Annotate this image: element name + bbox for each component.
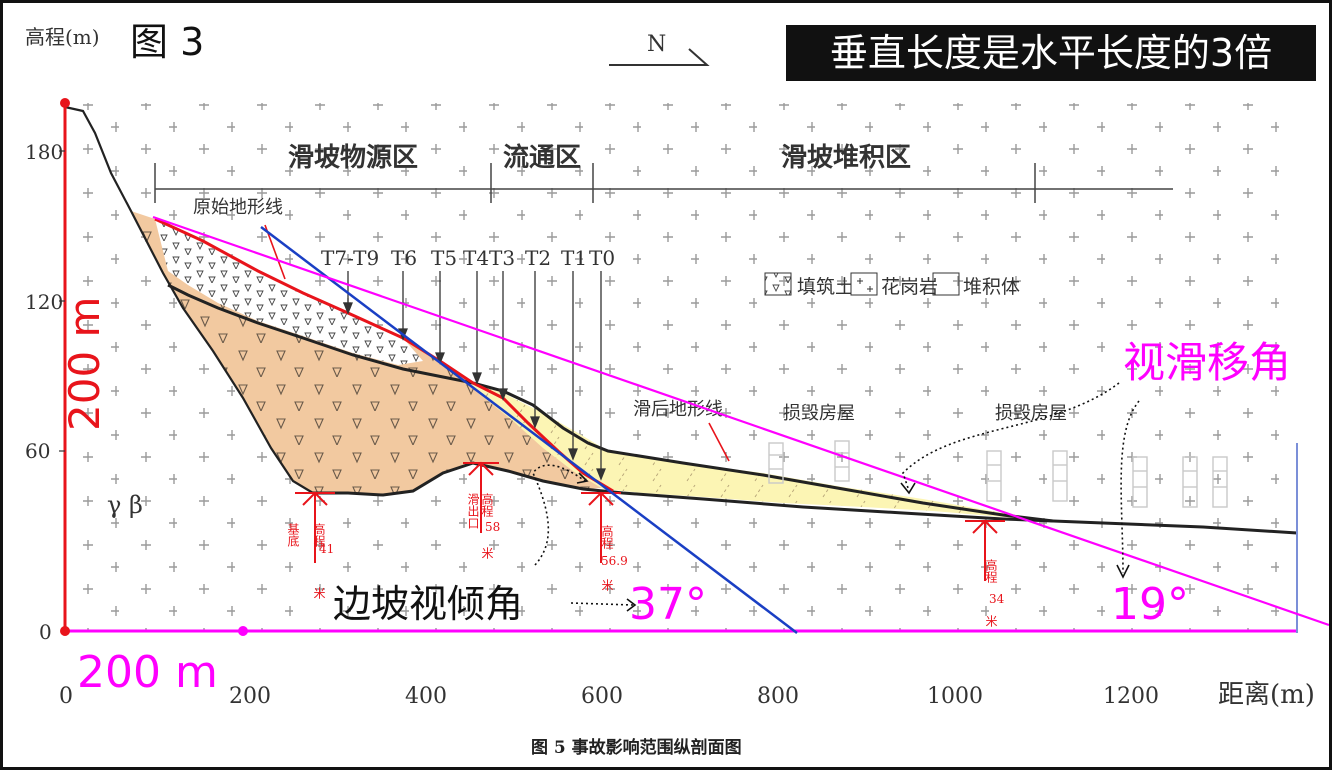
angle-37-label: 37° <box>629 579 707 630</box>
figure-caption: 图 5 事故影响范围纵剖面图 <box>531 737 742 758</box>
legend-fill-soil: 填筑土 <box>797 276 854 298</box>
base-elev-text: 基底 <box>286 523 300 548</box>
left-slope-line <box>64 105 314 494</box>
zone-source: 滑坡物源区 <box>288 143 418 173</box>
toe-elev-text: 米 <box>600 579 614 591</box>
profile-diagram: 180 120 60 0 0 200 400 600 800 1000 1200… <box>25 32 1329 758</box>
legend-granite: 花岗岩 <box>881 276 938 298</box>
terrace-label: T5 <box>431 246 457 270</box>
terrace-label: T3 <box>489 246 515 270</box>
x-axis-label: 距离(m) <box>1218 680 1315 710</box>
legend: 填筑土 花岗岩 堆积体 <box>764 272 1020 298</box>
x-tick: 600 <box>581 684 623 709</box>
terrace-label: T6 <box>391 246 417 270</box>
base-elev-text: 41 <box>319 542 334 556</box>
figure-number: 图 3 <box>130 20 205 64</box>
x-tick: 0 <box>59 684 73 709</box>
terrace-label: T2 <box>525 246 551 270</box>
zone-bar <box>154 163 1173 203</box>
original-terrain-label: 原始地形线 <box>193 197 283 218</box>
terrace-labels: T7-T9 T6 T5 T4 T3 T2 T1 T0 <box>321 246 615 270</box>
vertical-scale-label: 200 m <box>60 297 109 431</box>
far-elev-text: 34 <box>989 592 1005 606</box>
terrace-label: T7-T9 <box>321 246 379 270</box>
apparent-slope-line <box>260 226 798 634</box>
damaged-house-label: 损毁房屋 <box>783 403 855 424</box>
terrace-label: T1 <box>561 246 587 270</box>
north-arrow-icon <box>609 48 710 66</box>
x-axis-ticks: 0 200 400 600 800 1000 1200 <box>59 684 1159 709</box>
banner-note: 垂直长度是水平长度的3倍 <box>786 25 1316 81</box>
far-elev-text: 米 <box>984 615 998 627</box>
zone-accumulation: 滑坡堆积区 <box>781 143 911 173</box>
horizontal-scale-label: 200 m <box>77 647 218 698</box>
post-slide-terrain-line <box>167 283 1054 523</box>
toe-elev-text: 高程 <box>600 524 614 550</box>
angle-19-label: 19° <box>1111 579 1189 630</box>
x-tick: 800 <box>757 684 799 709</box>
post-slide-terrain-label: 滑后地形线 <box>633 399 723 420</box>
damaged-house-label: 损毁房屋 <box>995 403 1067 424</box>
north-label: N <box>647 32 666 57</box>
base-elev-text: 高程 <box>312 522 326 548</box>
y-tick: 0 <box>39 620 52 644</box>
x-tick: 200 <box>229 684 271 709</box>
far-elev-text: 高程 <box>984 558 998 584</box>
apparent-slope-angle-label: 边坡视倾角 <box>333 582 523 626</box>
exit-elev-text: 高程 <box>480 492 494 518</box>
terrace-label: T4 <box>463 246 489 270</box>
zone-flow: 流通区 <box>503 143 581 173</box>
terrace-label: T0 <box>589 246 615 270</box>
house-icons <box>768 440 1228 508</box>
base-elev-text: 米 <box>312 587 326 599</box>
exit-elev-text: 滑出口 <box>466 493 480 529</box>
elevation-markers <box>295 461 1005 581</box>
y-tick: 60 <box>25 439 50 463</box>
x-tick: 1200 <box>1103 684 1159 709</box>
rock-code-label: γ β <box>107 491 143 519</box>
apparent-slide-angle-label: 视滑移角 <box>1123 338 1291 387</box>
x-tick: 400 <box>405 684 447 709</box>
x-tick: 1000 <box>927 684 983 709</box>
y-axis-label: 高程(m) <box>25 25 100 49</box>
toe-elev-text: 56.9 <box>601 554 628 568</box>
y-tick: 180 <box>25 140 63 164</box>
y-axis-ticks: 180 120 60 0 <box>25 140 63 644</box>
legend-deposit: 堆积体 <box>963 276 1020 298</box>
exit-elev-text: 米 <box>480 547 494 559</box>
y-tick: 120 <box>25 290 63 314</box>
exit-elev-text: 58 <box>485 520 500 534</box>
apparent-slide-line <box>152 215 1329 627</box>
